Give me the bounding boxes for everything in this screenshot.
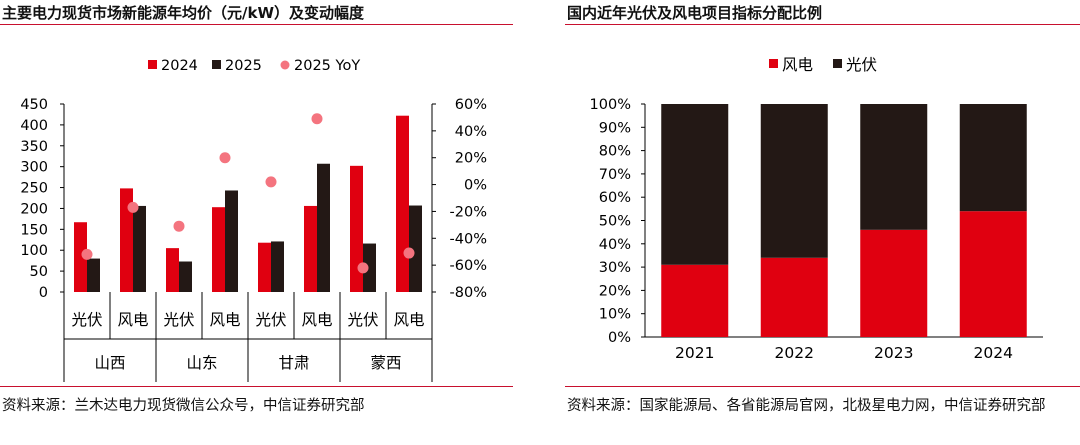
bar-2025 <box>271 241 284 292</box>
y-tick-label-right: 60% <box>455 97 487 113</box>
bar-2024 <box>74 222 87 292</box>
x-tick-label: 风电 <box>209 311 240 329</box>
x-group-label: 蒙西 <box>370 354 401 372</box>
yoy-point <box>357 262 369 274</box>
y-tick-label-right: -80% <box>450 285 487 301</box>
yoy-point <box>265 176 277 188</box>
bar-2025 <box>133 205 146 292</box>
left-title-rule <box>0 24 513 25</box>
y-tick-label: 10% <box>599 307 631 323</box>
y-tick-label: 40% <box>599 237 631 253</box>
yoy-point <box>219 152 231 164</box>
legend-label: 2025 YoY <box>294 58 360 74</box>
right-chart-panel: 国内近年光伏及风电项目指标分配比例 风电 光伏 0% 10% 20% 30% 40% 50% 6… <box>565 0 1080 445</box>
x-tick-label: 光伏 <box>255 311 286 329</box>
bar-2025 <box>87 258 100 292</box>
bar-2024 <box>212 207 225 292</box>
y-tick-label-left: 200 <box>20 201 48 217</box>
bar-风电 <box>760 257 828 337</box>
y-tick-label: 50% <box>599 214 631 230</box>
legend-label: 2025 <box>225 58 262 74</box>
y-tick-label: 30% <box>599 260 631 276</box>
y-tick-label: 80% <box>599 144 631 160</box>
yoy-point <box>311 113 323 125</box>
yoy-point <box>81 248 93 260</box>
bar-风电 <box>661 264 729 337</box>
bar-风电 <box>860 229 928 337</box>
y-tick-label-right: 0% <box>464 178 487 194</box>
right-title-rule <box>565 24 1080 25</box>
left-source-note: 资料来源：兰木达电力现货微信公众号，中信证券研究部 <box>2 398 365 414</box>
legend-marker-风电 <box>769 59 778 68</box>
y-tick-label: 20% <box>599 283 631 299</box>
left-chart: 2024 2025 2025 YoY 0 50 100 150 200 250 300 350 400… <box>20 58 487 382</box>
left-chart-panel: 主要电力现货市场新能源年均价（元/kW）及变动幅度 2024 2025 2025 Y… <box>0 0 513 445</box>
x-tick-label: 风电 <box>117 311 148 329</box>
y-tick-label-left: 450 <box>20 97 48 113</box>
legend-label: 光伏 <box>846 56 877 74</box>
y-tick-label: 90% <box>599 120 631 136</box>
bar-光伏 <box>959 104 1027 212</box>
bar-2025 <box>225 190 238 292</box>
bar-2024 <box>258 242 271 292</box>
y-tick-label-right: -20% <box>450 204 487 220</box>
bar-2024 <box>350 165 363 292</box>
y-tick-label-left: 50 <box>30 264 48 280</box>
x-tick-label: 2022 <box>775 344 814 362</box>
legend-label: 2024 <box>161 58 198 74</box>
bar-2025 <box>317 163 330 292</box>
bar-光伏 <box>661 104 729 265</box>
right-chart: 风电 光伏 0% 10% 20% 30% 40% 50% 60% 70% 80% 90% 100% 202… <box>590 56 1043 362</box>
y-tick-label-right: 20% <box>455 151 487 167</box>
y-tick-label-right: -40% <box>450 231 487 247</box>
y-tick-label-left: 150 <box>20 222 48 238</box>
legend-marker-2024 <box>148 60 157 69</box>
bar-2024 <box>120 188 133 292</box>
bar-2025 <box>179 261 192 292</box>
x-group-label: 山东 <box>186 354 217 372</box>
y-tick-label-left: 100 <box>20 243 48 259</box>
y-tick-label: 70% <box>599 167 631 183</box>
x-tick-label: 风电 <box>393 311 424 329</box>
bar-2024 <box>304 205 317 292</box>
legend-marker-2025 <box>212 60 221 69</box>
yoy-point <box>403 247 415 259</box>
legend-marker-光伏 <box>833 59 842 68</box>
bar-光伏 <box>760 104 828 258</box>
x-group-label: 山西 <box>94 354 125 372</box>
y-tick-label-right: -60% <box>450 258 487 274</box>
bar-2025 <box>363 243 376 292</box>
y-tick-label-right: 40% <box>455 124 487 140</box>
x-tick-label: 光伏 <box>347 311 378 329</box>
bar-2024 <box>166 248 179 292</box>
bar-2024 <box>396 115 409 292</box>
right-chart-title: 国内近年光伏及风电项目指标分配比例 <box>567 4 823 22</box>
left-chart-title: 主要电力现货市场新能源年均价（元/kW）及变动幅度 <box>2 4 365 22</box>
y-tick-label-left: 250 <box>20 181 48 197</box>
left-source-rule <box>0 386 513 387</box>
x-tick-label: 2023 <box>874 344 913 362</box>
bar-光伏 <box>860 104 928 230</box>
yoy-point <box>173 220 185 232</box>
right-source-rule <box>565 386 1080 387</box>
yoy-point <box>127 201 139 213</box>
bar-2025 <box>409 205 422 292</box>
y-tick-label-left: 400 <box>20 118 48 134</box>
x-group-label: 甘肃 <box>278 354 309 372</box>
x-tick-label: 2021 <box>675 344 714 362</box>
x-tick-label: 光伏 <box>71 311 102 329</box>
y-tick-label-left: 0 <box>39 285 48 301</box>
y-tick-label: 100% <box>590 97 631 113</box>
y-tick-label: 0% <box>608 330 631 346</box>
x-tick-label: 风电 <box>301 311 332 329</box>
x-tick-label: 2024 <box>974 344 1013 362</box>
legend-marker-yoy <box>280 60 290 70</box>
right-source-note: 资料来源：国家能源局、各省能源局官网，北极星电力网，中信证券研究部 <box>567 398 1046 414</box>
legend-label: 风电 <box>782 56 813 74</box>
y-tick-label-left: 350 <box>20 139 48 155</box>
x-tick-label: 光伏 <box>163 311 194 329</box>
y-tick-label: 60% <box>599 190 631 206</box>
bar-风电 <box>959 211 1027 337</box>
y-tick-label-left: 300 <box>20 160 48 176</box>
